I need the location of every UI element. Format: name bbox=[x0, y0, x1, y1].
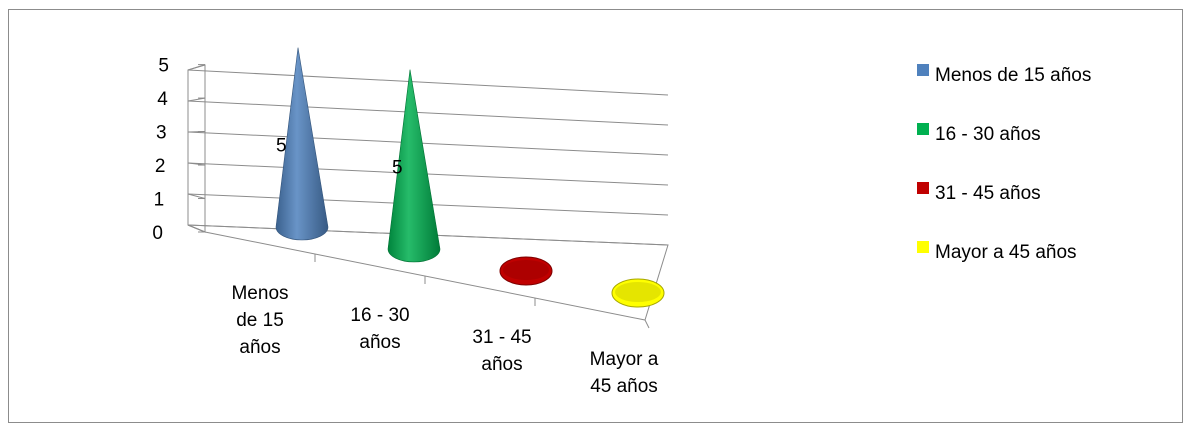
y-tick-label: 1 bbox=[154, 190, 165, 211]
x-axis-ticks: Menos de 15 años 16 - 30 años 31 - 45 años Mayo… bbox=[231, 254, 659, 397]
cone-base-shade bbox=[615, 282, 661, 302]
left-wall bbox=[187, 64, 206, 233]
floor-plane bbox=[187, 224, 669, 321]
gridline bbox=[187, 69, 669, 96]
x-tick-label: Menos de 15 años bbox=[231, 283, 288, 358]
y-tick-label: 3 bbox=[156, 123, 167, 144]
cone-2 bbox=[387, 69, 441, 263]
chart-walls bbox=[187, 64, 206, 233]
legend-item: Mayor a 45 años bbox=[917, 241, 1077, 263]
legend: Menos de 15 años 16 - 30 años 31 - 45 años… bbox=[917, 64, 1091, 263]
chart-area bbox=[8, 9, 1183, 423]
gridline bbox=[187, 162, 669, 186]
cone-series bbox=[275, 47, 665, 308]
cone-1 bbox=[275, 47, 329, 241]
cone-3 bbox=[499, 256, 553, 286]
y-axis-ticks: 0 1 2 3 4 5 bbox=[152, 56, 205, 244]
gridline bbox=[187, 131, 669, 156]
legend-item: Menos de 15 años bbox=[917, 64, 1091, 86]
side-gridline bbox=[187, 64, 206, 71]
chart-floor bbox=[187, 224, 669, 329]
floor-corner-tick bbox=[644, 319, 650, 329]
legend-label: Menos de 15 años bbox=[935, 65, 1091, 86]
legend-swatch bbox=[917, 123, 929, 135]
data-label: 5 bbox=[276, 136, 287, 157]
cone-mark bbox=[275, 47, 329, 241]
cone-mark bbox=[387, 69, 441, 263]
legend-label: Mayor a 45 años bbox=[935, 242, 1077, 263]
side-gridline bbox=[187, 193, 206, 200]
y-tick-label: 4 bbox=[157, 89, 168, 110]
y-tick-label: 0 bbox=[152, 223, 163, 244]
data-label: 5 bbox=[392, 158, 403, 179]
x-tick-label: Mayor a 45 años bbox=[590, 349, 659, 397]
cone-4 bbox=[611, 278, 665, 308]
legend-label: 31 - 45 años bbox=[935, 183, 1041, 204]
cone-base-shade bbox=[503, 260, 549, 280]
y-tick-label: 2 bbox=[155, 156, 166, 177]
legend-swatch bbox=[917, 64, 929, 76]
x-tick-label: 31 - 45 años bbox=[472, 327, 531, 375]
legend-swatch bbox=[917, 182, 929, 194]
gridline bbox=[187, 100, 669, 126]
y-tick-label: 5 bbox=[158, 56, 169, 77]
legend-label: 16 - 30 años bbox=[935, 124, 1041, 145]
legend-item: 16 - 30 años bbox=[917, 123, 1041, 145]
x-tick-label: 16 - 30 años bbox=[350, 305, 409, 353]
legend-item: 31 - 45 años bbox=[917, 182, 1041, 204]
data-labels: 55 bbox=[276, 136, 403, 179]
legend-swatch bbox=[917, 241, 929, 253]
